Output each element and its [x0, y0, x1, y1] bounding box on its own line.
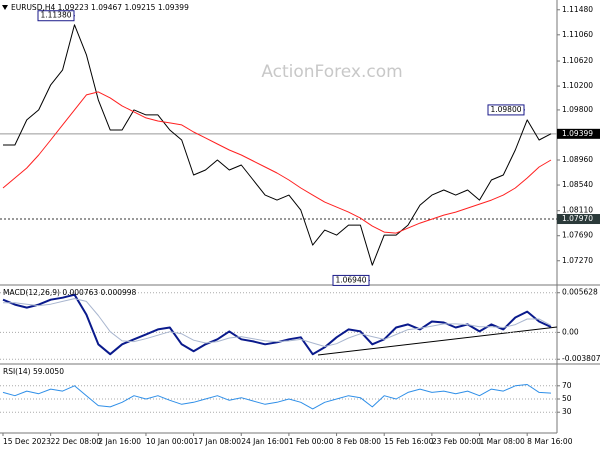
menu-arrow: [2, 5, 8, 10]
watermark: ActionForex.com: [261, 62, 402, 82]
y-tick-label: 1.09800: [562, 105, 593, 114]
x-tick-label: 17 Jan 08:00: [194, 437, 242, 446]
series-line: [2, 384, 552, 410]
y-tick-label: 1.11060: [562, 30, 593, 39]
panel-title: RSI(14) 59.0050: [3, 367, 64, 376]
annotation-box: [332, 274, 370, 286]
annotation-label: 1.09800: [490, 105, 521, 114]
y-tick-label: 50: [562, 394, 572, 403]
y-tick-label: 0.005628: [562, 288, 598, 297]
series-line: [2, 91, 552, 234]
y-tick-label: 1.10620: [562, 56, 593, 65]
price-label-box: [557, 128, 600, 139]
x-tick-label: 8 Mar 16:00: [527, 437, 573, 446]
x-tick-label: 1 Mar 08:00: [480, 437, 526, 446]
price-label: 1.09399: [562, 129, 593, 138]
y-tick-label: 1.08110: [562, 206, 593, 215]
annotation-box: [487, 104, 525, 116]
x-tick-label: 2 Jan 16:00: [98, 437, 141, 446]
x-tick-label: 22 Dec 08:00: [51, 437, 102, 446]
panel-title: EURUSD,H4 1.09223 1.09467 1.09215 1.0939…: [11, 3, 189, 12]
panel-title: MACD(12,26,9) 0.000763 0.000998: [3, 288, 137, 297]
x-tick-label: 8 Feb 08:00: [337, 437, 382, 446]
y-tick-label: 1.10200: [562, 81, 593, 90]
y-tick-label: -0.003807: [562, 354, 600, 363]
annotation-box: [37, 10, 75, 22]
y-tick-label: 0.00: [562, 327, 579, 336]
y-tick-label: 1.11480: [562, 5, 593, 14]
x-tick-label: 24 Jan 16:00: [241, 437, 289, 446]
y-tick-label: 1.08540: [562, 180, 593, 189]
trend-line: [317, 326, 558, 356]
x-tick-label: 1 Feb 00:00: [289, 437, 334, 446]
y-tick-label: 1.07690: [562, 231, 593, 240]
x-tick-label: 15 Feb 16:00: [384, 437, 433, 446]
series-line: [3, 24, 552, 266]
price-label-box: [557, 214, 600, 225]
x-tick-label: 10 Jan 00:00: [146, 437, 194, 446]
price-label: 1.07970: [562, 214, 593, 223]
x-tick-label: 15 Dec 2023: [3, 437, 51, 446]
y-tick-label: 30: [562, 407, 572, 416]
series-line: [3, 298, 552, 347]
y-tick-label: 1.07270: [562, 256, 593, 265]
y-tick-label: 70: [562, 381, 572, 390]
annotation-label: 1.11380: [40, 11, 71, 20]
series-line: [2, 293, 552, 356]
x-tick-label: 23 Feb 00:00: [432, 437, 481, 446]
annotation-label: 1.06940: [335, 275, 366, 284]
y-tick-label: 1.08960: [562, 155, 593, 164]
